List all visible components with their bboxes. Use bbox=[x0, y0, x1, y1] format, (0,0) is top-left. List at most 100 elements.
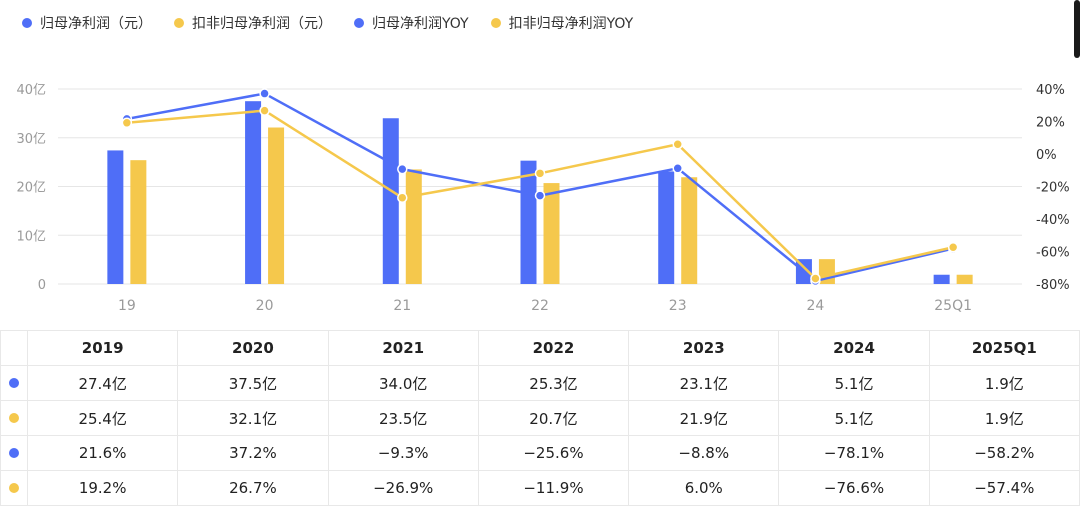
x-tick-label: 20 bbox=[256, 298, 274, 314]
row-marker bbox=[0, 435, 28, 471]
bar-deducted-net-profit bbox=[543, 183, 560, 284]
table-cell: 21.6% bbox=[26, 435, 179, 471]
table-cell: 32.1亿 bbox=[177, 400, 329, 436]
table-cell: 23.5亿 bbox=[327, 400, 479, 436]
x-tick-label: 25Q1 bbox=[934, 298, 972, 314]
table-cell: −25.6% bbox=[477, 435, 630, 471]
x-tick-label: 23 bbox=[669, 298, 687, 314]
y-right-tick-label: 0% bbox=[1036, 148, 1057, 163]
point-deducted-yoy bbox=[121, 117, 133, 129]
legend-label: 扣非归母净利润YOY bbox=[508, 16, 634, 32]
bar-net-profit bbox=[382, 118, 399, 284]
table-cell: 37.2% bbox=[177, 435, 329, 471]
table-header-cell: 2020 bbox=[177, 330, 329, 366]
y-right-tick-label: 20% bbox=[1036, 116, 1065, 131]
table-cell: 19.2% bbox=[26, 470, 179, 506]
table-cell: −58.2% bbox=[928, 435, 1080, 471]
legend-dot-icon bbox=[354, 18, 364, 28]
legend-dot-icon bbox=[174, 18, 184, 28]
table-row: 19.2% 26.7% −26.9% −11.9% 6.0% −76.6% −5… bbox=[0, 470, 1080, 506]
legend-item-deducted-yoy[interactable]: 扣非归母净利润YOY bbox=[490, 13, 634, 33]
table-header-cell: 2024 bbox=[778, 330, 930, 366]
table-header-cell: 2023 bbox=[628, 330, 780, 366]
point-deducted-yoy bbox=[259, 105, 270, 116]
table-cell: 23.1亿 bbox=[628, 365, 780, 401]
table-cell: −8.8% bbox=[628, 435, 780, 471]
y-right-tick-label: -20% bbox=[1036, 181, 1070, 196]
row-marker bbox=[0, 400, 28, 436]
data-table: 2019 2020 2021 2022 2023 2024 2025Q1 27.… bbox=[0, 330, 1080, 506]
y-left-tick-label: 0 bbox=[38, 278, 46, 293]
table-header-cell: 2022 bbox=[477, 330, 630, 366]
y-right-tick-label: -40% bbox=[1036, 213, 1070, 228]
combo-chart: 0 10亿 20亿 30亿 40亿 40% 20% 0% -20% -40% -60% -80% 19 2… bbox=[16, 83, 1070, 314]
table-cell: 5.1亿 bbox=[778, 400, 930, 436]
point-net-profit-yoy bbox=[672, 163, 683, 174]
y-right-tick-label: 40% bbox=[1036, 83, 1065, 98]
table-cell: −57.4% bbox=[928, 470, 1080, 506]
y-left-tick-label: 20亿 bbox=[16, 181, 46, 196]
table-cell: −78.1% bbox=[778, 435, 930, 471]
table-row: 21.6% 37.2% −9.3% −25.6% −8.8% −78.1% −5… bbox=[0, 435, 1080, 471]
bar-net-profit bbox=[107, 150, 124, 284]
bar-deducted-net-profit bbox=[956, 274, 973, 284]
table-cell: 1.9亿 bbox=[928, 365, 1080, 401]
scroll-edge bbox=[1074, 0, 1080, 58]
x-tick-label: 19 bbox=[118, 298, 136, 314]
y-left-tick-label: 30亿 bbox=[16, 132, 46, 147]
bar-deducted-net-profit bbox=[681, 177, 698, 284]
point-deducted-yoy bbox=[672, 139, 683, 150]
chart-legend: 归母净利润（元） 扣非归母净利润（元） 归母净利润YOY 扣非归母净利润YOY bbox=[22, 12, 633, 34]
legend-label: 归母净利润YOY bbox=[372, 16, 469, 32]
series-dot-icon bbox=[9, 448, 19, 458]
legend-item-deducted-net-profit[interactable]: 扣非归母净利润（元） bbox=[174, 13, 332, 33]
series-dot-icon bbox=[9, 413, 19, 423]
point-deducted-yoy bbox=[947, 242, 959, 253]
legend-label: 扣非归母净利润（元） bbox=[192, 16, 332, 32]
table-cell: −11.9% bbox=[477, 470, 630, 506]
bar-net-profit bbox=[245, 101, 262, 284]
point-net-profit-yoy bbox=[534, 190, 546, 201]
table-cell: −76.6% bbox=[778, 470, 930, 506]
legend-dot-icon bbox=[22, 18, 32, 28]
table-cell: 37.5亿 bbox=[177, 365, 329, 401]
legend-item-net-profit[interactable]: 归母净利润（元） bbox=[22, 13, 152, 33]
table-cell: −26.9% bbox=[327, 470, 479, 506]
table-cell: 25.3亿 bbox=[477, 365, 630, 401]
table-cell: 25.4亿 bbox=[26, 400, 179, 436]
table-header-row: 2019 2020 2021 2022 2023 2024 2025Q1 bbox=[0, 330, 1080, 366]
bar-deducted-net-profit bbox=[130, 160, 147, 284]
bar-net-profit bbox=[933, 274, 950, 284]
x-tick-label: 21 bbox=[393, 298, 411, 314]
point-deducted-yoy bbox=[397, 192, 408, 203]
legend-label: 归母净利润（元） bbox=[40, 16, 152, 32]
row-marker bbox=[0, 470, 28, 506]
y-right-tick-label: -60% bbox=[1036, 246, 1070, 261]
legend-dot-icon bbox=[490, 18, 501, 28]
bar-net-profit bbox=[520, 160, 537, 284]
x-tick-label: 22 bbox=[531, 298, 549, 314]
x-tick-label: 24 bbox=[807, 298, 825, 314]
table-cell: 5.1亿 bbox=[778, 365, 930, 401]
table-corner-cell bbox=[0, 330, 28, 366]
table-cell: 1.9亿 bbox=[928, 400, 1080, 436]
point-net-profit-yoy bbox=[259, 88, 270, 99]
bar-net-profit bbox=[658, 171, 675, 284]
table-cell: 26.7% bbox=[177, 470, 329, 506]
table-cell: −9.3% bbox=[327, 435, 479, 471]
table-row: 27.4亿 37.5亿 34.0亿 25.3亿 23.1亿 5.1亿 1.9亿 bbox=[0, 365, 1080, 401]
table-header-cell: 2021 bbox=[327, 330, 479, 366]
point-deducted-yoy bbox=[810, 273, 821, 284]
table-header-cell: 2019 bbox=[26, 330, 179, 366]
y-left-tick-label: 10亿 bbox=[16, 229, 46, 244]
y-left-tick-label: 40亿 bbox=[16, 83, 46, 98]
bar-deducted-net-profit bbox=[405, 169, 422, 284]
point-deducted-yoy bbox=[534, 168, 546, 179]
row-marker bbox=[0, 365, 28, 401]
table-row: 25.4亿 32.1亿 23.5亿 20.7亿 21.9亿 5.1亿 1.9亿 bbox=[0, 400, 1080, 436]
legend-item-net-profit-yoy[interactable]: 归母净利润YOY bbox=[354, 13, 469, 33]
table-cell: 21.9亿 bbox=[628, 400, 780, 436]
table-header-cell: 2025Q1 bbox=[928, 330, 1080, 366]
table-cell: 34.0亿 bbox=[327, 365, 479, 401]
y-right-tick-label: -80% bbox=[1036, 278, 1070, 293]
